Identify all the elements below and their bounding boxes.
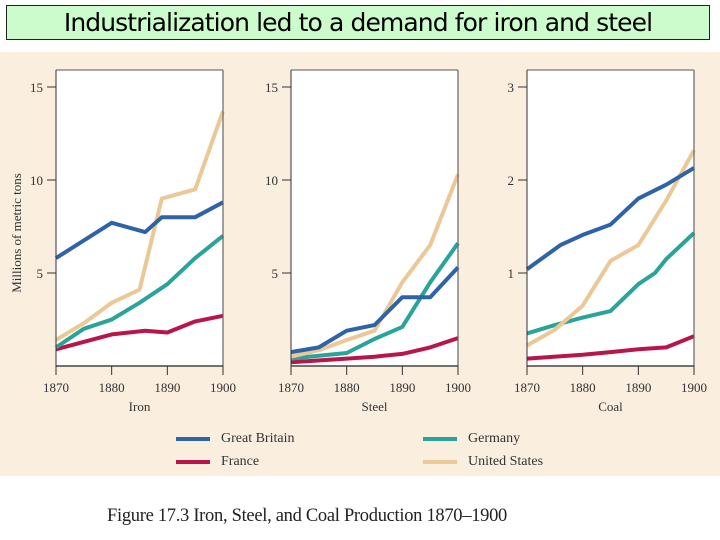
coal-line-france [526, 334, 695, 361]
steel-y-tick-label: 15 [265, 80, 278, 95]
legend-label: France [221, 454, 260, 469]
coal-x-tick-label: 1870 [514, 380, 540, 395]
legend-swatch-great-britain [176, 437, 210, 441]
coal-y-tick-label: 3 [508, 80, 515, 95]
coal-x-tick-label: 1890 [625, 380, 651, 395]
legend-label: Germany [468, 431, 521, 446]
iron-line-france [55, 313, 224, 352]
legend-item-france: France [176, 453, 259, 471]
iron-y-tick-label: 10 [30, 173, 43, 188]
iron-x-tick-label: 1890 [154, 380, 180, 395]
slide-title: Industrialization led to a demand for ir… [6, 5, 710, 40]
coal-x-tick-label: 1900 [681, 380, 707, 395]
steel-plot-area [291, 70, 458, 366]
steel-y-tick-label: 10 [265, 173, 278, 188]
iron-x-tick-label: 1900 [210, 380, 236, 395]
legend-label: United States [468, 454, 544, 469]
steel-line-germany [290, 242, 460, 361]
steel-x-axis-label: Steel [362, 399, 388, 414]
iron-x-axis-label: Iron [129, 399, 151, 414]
legend-swatch-germany [423, 437, 457, 441]
figure-caption: Figure 17.3 Iron, Steel, and Coal Produc… [107, 506, 508, 526]
iron-y-tick-label: 5 [37, 266, 44, 281]
iron-line-united-states [54, 110, 225, 342]
coal-line-united-states [526, 149, 696, 348]
legend-swatch-united-states [423, 460, 457, 464]
steel-line-france [290, 336, 459, 365]
iron-x-tick-label: 1870 [43, 380, 69, 395]
legend-item-germany: Germany [423, 430, 520, 448]
coal-x-axis-label: Coal [598, 399, 623, 414]
steel-x-tick-label: 1900 [445, 380, 471, 395]
iron-y-axis-label: Millions of metric tons [9, 173, 24, 293]
coal-y-tick-label: 1 [508, 266, 515, 281]
iron-x-tick-label: 1880 [99, 380, 125, 395]
steel-line-great-britain [290, 266, 460, 355]
coal-x-tick-label: 1880 [570, 380, 596, 395]
coal-plot-area [527, 70, 694, 366]
legend-label: Great Britain [221, 431, 295, 446]
coal-line-great-britain [525, 166, 696, 271]
coal-y-tick-label: 2 [508, 173, 515, 188]
steel-line-united-states [290, 173, 460, 359]
iron-y-tick-label: 15 [30, 80, 43, 95]
legend-item-united-states: United States [423, 453, 543, 471]
steel-y-tick-label: 5 [272, 266, 279, 281]
legend-item-great-britain: Great Britain [176, 430, 294, 448]
steel-x-tick-label: 1880 [334, 380, 360, 395]
iron-line-germany [54, 234, 225, 350]
steel-x-tick-label: 1890 [389, 380, 415, 395]
steel-x-tick-label: 1870 [278, 380, 304, 395]
iron-line-great-britain [54, 200, 224, 260]
legend-swatch-france [176, 460, 210, 464]
